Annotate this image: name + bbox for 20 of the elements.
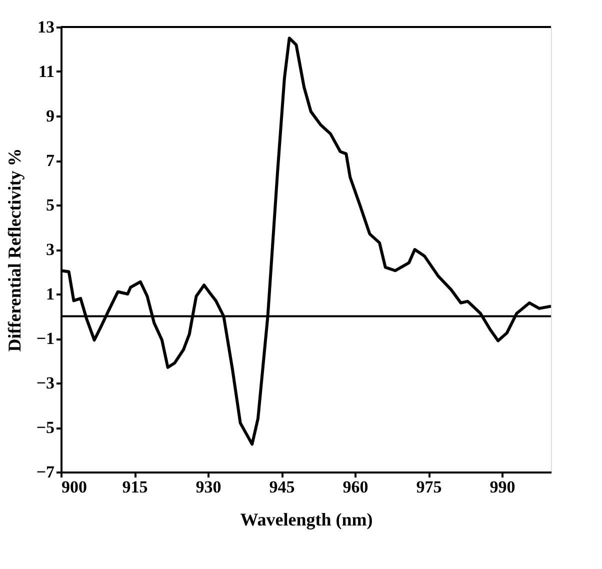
x-axis-title: Wavelength (nm) [240,510,373,530]
x-tick-label: 945 [269,478,295,496]
y-tick-label: 13 [38,18,54,36]
y-axis-title: Differential Reflectivity % [4,148,24,352]
x-tick-label: 915 [122,478,148,496]
y-tick-label: 1 [46,284,54,304]
y-tick-label: 11 [38,62,54,81]
x-tick-label: 930 [196,478,222,496]
x-tick-label: 960 [342,478,368,496]
y-tick-label: −5 [36,418,54,437]
y-tick-label: 7 [46,151,55,170]
y-tick-label: 3 [46,240,54,259]
x-tick-label: 990 [490,478,516,496]
y-tick-label: −3 [36,374,54,392]
x-tick-label: 900 [62,478,87,496]
x-tick-label: 975 [416,478,442,496]
y-tick-label: −1 [36,329,54,348]
y-tick-label: 5 [46,196,54,214]
y-tick-label: −7 [36,462,55,482]
y-tick-label: 9 [46,106,54,126]
